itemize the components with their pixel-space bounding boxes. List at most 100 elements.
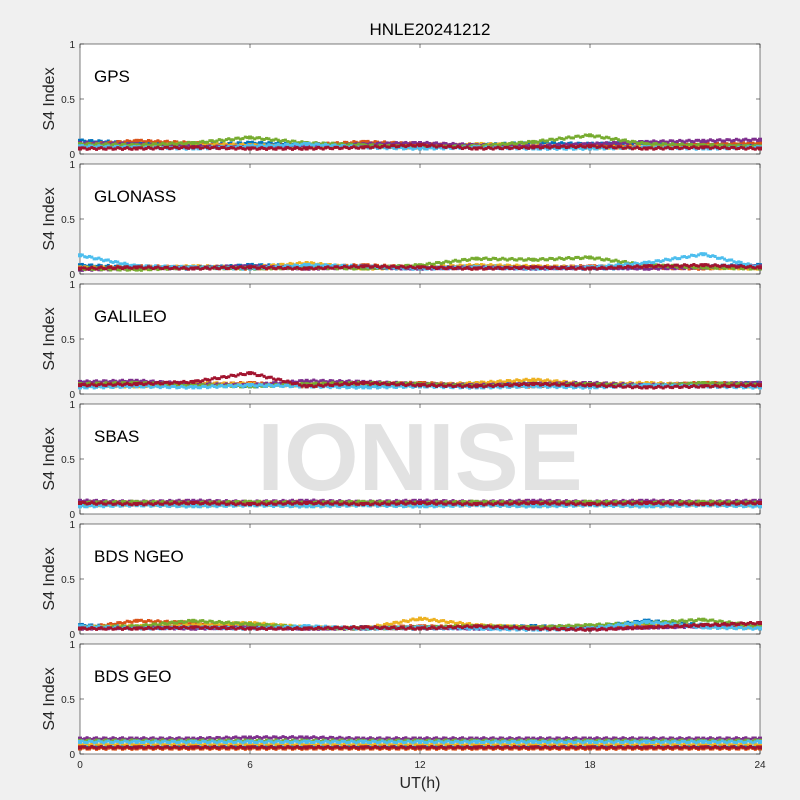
trace-point — [666, 267, 670, 271]
trace-point — [524, 144, 528, 148]
trace-point — [458, 266, 462, 270]
trace-point — [427, 144, 431, 148]
trace-point — [359, 264, 363, 268]
trace-point — [680, 264, 684, 268]
trace-point — [319, 264, 323, 268]
trace-point — [716, 266, 719, 270]
trace-point — [538, 378, 542, 382]
trace-point — [664, 146, 668, 150]
trace-point — [144, 266, 148, 270]
trace-point — [276, 141, 280, 145]
trace-point — [522, 145, 526, 149]
trace-point — [600, 144, 604, 148]
trace-point — [442, 266, 446, 270]
trace-point — [501, 141, 505, 145]
trace-point — [196, 147, 200, 151]
trace-point — [342, 264, 346, 268]
trace-point — [319, 146, 323, 150]
trace-point — [99, 265, 103, 269]
trace-point — [633, 146, 637, 150]
trace-point — [680, 142, 684, 146]
trace-point — [194, 266, 198, 270]
trace-point — [401, 147, 405, 151]
trace-point — [453, 142, 457, 146]
trace-point — [139, 144, 143, 148]
trace-point — [725, 259, 729, 263]
trace-point — [548, 137, 552, 141]
trace-point — [496, 263, 500, 267]
trace-point — [536, 143, 540, 147]
trace-point — [399, 267, 403, 271]
trace-point — [420, 267, 424, 271]
trace-point — [484, 381, 488, 385]
trace-point — [734, 142, 738, 146]
trace-point — [692, 140, 696, 144]
trace-point — [449, 146, 453, 150]
trace-point — [574, 255, 578, 259]
trace-point — [243, 144, 247, 148]
trace-point — [116, 380, 120, 384]
trace-point — [583, 267, 587, 271]
trace-point — [423, 141, 427, 145]
trace-point — [357, 142, 361, 146]
trace-point — [704, 266, 708, 270]
trace-point — [638, 145, 642, 149]
trace-point — [586, 133, 590, 137]
trace-point — [713, 145, 717, 149]
trace-point — [262, 146, 266, 150]
trace-point — [661, 147, 665, 151]
trace-point — [224, 264, 228, 268]
trace-point — [737, 260, 741, 264]
trace-point — [99, 268, 103, 272]
trace-point — [217, 267, 221, 271]
trace-point — [246, 140, 250, 144]
trace-point — [411, 146, 415, 150]
trace-point — [137, 146, 141, 150]
trace-point — [142, 143, 146, 147]
trace-point — [690, 142, 694, 146]
trace-point — [257, 143, 261, 147]
panel-title: GLONASS — [94, 187, 176, 206]
trace-point — [288, 146, 292, 150]
trace-point — [302, 266, 306, 270]
trace-point — [685, 144, 689, 148]
trace-point — [376, 145, 379, 149]
trace-point — [383, 140, 387, 144]
data-point — [78, 266, 82, 271]
trace-point — [706, 145, 710, 149]
trace-point — [649, 146, 653, 150]
trace-point — [468, 146, 472, 150]
trace-point — [718, 143, 722, 147]
trace-point — [416, 263, 420, 267]
trace-point — [472, 257, 476, 261]
trace-point — [737, 138, 741, 142]
trace-point — [198, 140, 202, 144]
trace-point — [730, 266, 734, 270]
trace-point — [647, 267, 651, 271]
y-axis-label: S4 Index — [41, 187, 58, 250]
trace-point — [586, 266, 590, 270]
trace-point — [198, 144, 202, 148]
trace-point — [621, 142, 625, 146]
data-point — [248, 144, 252, 149]
trace-point — [224, 144, 228, 148]
trace-point — [85, 255, 89, 259]
trace-point — [165, 267, 169, 271]
trace-point — [411, 264, 415, 268]
trace-point — [132, 144, 136, 148]
trace-point — [283, 266, 287, 270]
trace-point — [661, 259, 665, 263]
trace-point — [654, 264, 658, 268]
trace-point — [158, 143, 162, 147]
trace-point — [734, 265, 738, 269]
trace-point — [161, 265, 165, 269]
trace-point — [104, 147, 108, 151]
trace-point — [463, 146, 467, 150]
trace-point — [274, 147, 278, 151]
trace-point — [741, 267, 745, 271]
trace-point — [534, 378, 538, 382]
trace-point — [347, 145, 351, 149]
trace-point — [125, 265, 129, 269]
trace-point — [286, 140, 290, 144]
trace-point — [260, 381, 264, 385]
